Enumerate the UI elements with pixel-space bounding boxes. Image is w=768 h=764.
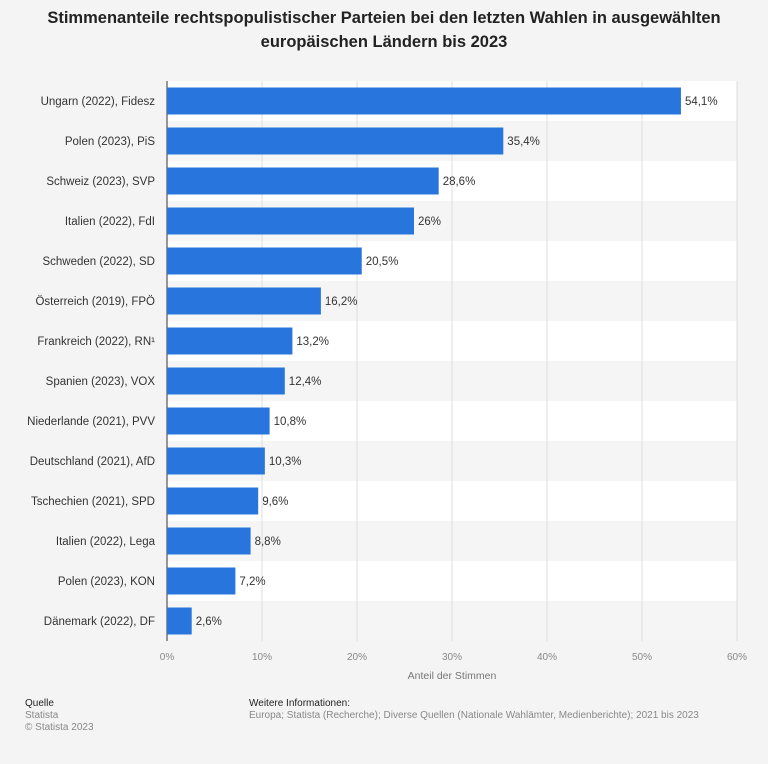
x-tick-label: 0% [160, 652, 175, 663]
data-label: 16,2% [325, 296, 358, 308]
data-label: 26% [418, 216, 441, 228]
bar [167, 487, 259, 515]
info-heading: Weitere Informationen: [249, 698, 350, 709]
category-label: Schweden (2022), SD [42, 256, 155, 268]
data-label: 10,3% [269, 456, 302, 468]
copyright: © Statista 2023 [25, 722, 94, 733]
source-text: Statista [25, 710, 59, 721]
category-label: Ungarn (2022), Fidesz [41, 96, 156, 108]
bar [167, 287, 321, 315]
source-heading: Quelle [25, 698, 54, 709]
bar [167, 327, 293, 355]
category-label: Frankreich (2022), RN¹ [37, 336, 155, 348]
category-label: Polen (2023), PiS [65, 136, 155, 148]
category-label: Dänemark (2022), DF [44, 616, 155, 628]
category-label: Deutschland (2021), AfD [30, 456, 155, 468]
bar-chart: 0% 10% 20% 30% 40% 50% 60% Ungarn (2022), Fides… [27, 81, 747, 682]
x-tick-label: 60% [727, 652, 747, 663]
data-label: 13,2% [296, 336, 329, 348]
bar [167, 447, 265, 475]
x-tick-label: 50% [632, 652, 652, 663]
data-label: 28,6% [443, 176, 476, 188]
x-tick-label: 30% [442, 652, 462, 663]
category-label: Tschechien (2021), SPD [31, 496, 155, 508]
bar [167, 127, 504, 155]
x-axis-title: Anteil der Stimmen [408, 670, 497, 682]
data-label: 54,1% [685, 96, 718, 108]
data-label: 20,5% [366, 256, 399, 268]
x-tick-label: 10% [252, 652, 272, 663]
x-tick-label: 20% [347, 652, 367, 663]
bar [167, 167, 439, 195]
info-block: Weitere Informationen: Europa; Statista … [249, 698, 699, 722]
bar [167, 87, 681, 115]
bar [167, 247, 362, 275]
bar [167, 607, 192, 635]
bar [167, 567, 236, 595]
category-label: Italien (2022), Lega [56, 536, 156, 548]
category-label: Schweiz (2023), SVP [46, 176, 155, 188]
bar [167, 367, 285, 395]
data-label: 9,6% [262, 496, 288, 508]
x-tick-label: 40% [537, 652, 557, 663]
data-label: 7,2% [239, 576, 265, 588]
info-text: Europa; Statista (Recherche); Diverse Qu… [249, 710, 699, 721]
category-label: Polen (2023), KON [58, 576, 155, 588]
data-label: 10,8% [274, 416, 307, 428]
data-label: 2,6% [196, 616, 222, 628]
source-block: Quelle Statista © Statista 2023 [25, 698, 94, 734]
data-label: 8,8% [255, 536, 281, 548]
bar [167, 407, 270, 435]
bar [167, 527, 251, 555]
chart-title: Stimmenanteile rechtspopulistischer Part… [47, 9, 721, 51]
category-label: Spanien (2023), VOX [46, 376, 156, 388]
category-label: Italien (2022), FdI [65, 216, 155, 228]
category-label: Niederlande (2021), PVV [27, 416, 155, 428]
data-label: 35,4% [507, 136, 540, 148]
data-label: 12,4% [289, 376, 322, 388]
category-label: Österreich (2019), FPÖ [35, 296, 155, 308]
bar [167, 207, 414, 235]
